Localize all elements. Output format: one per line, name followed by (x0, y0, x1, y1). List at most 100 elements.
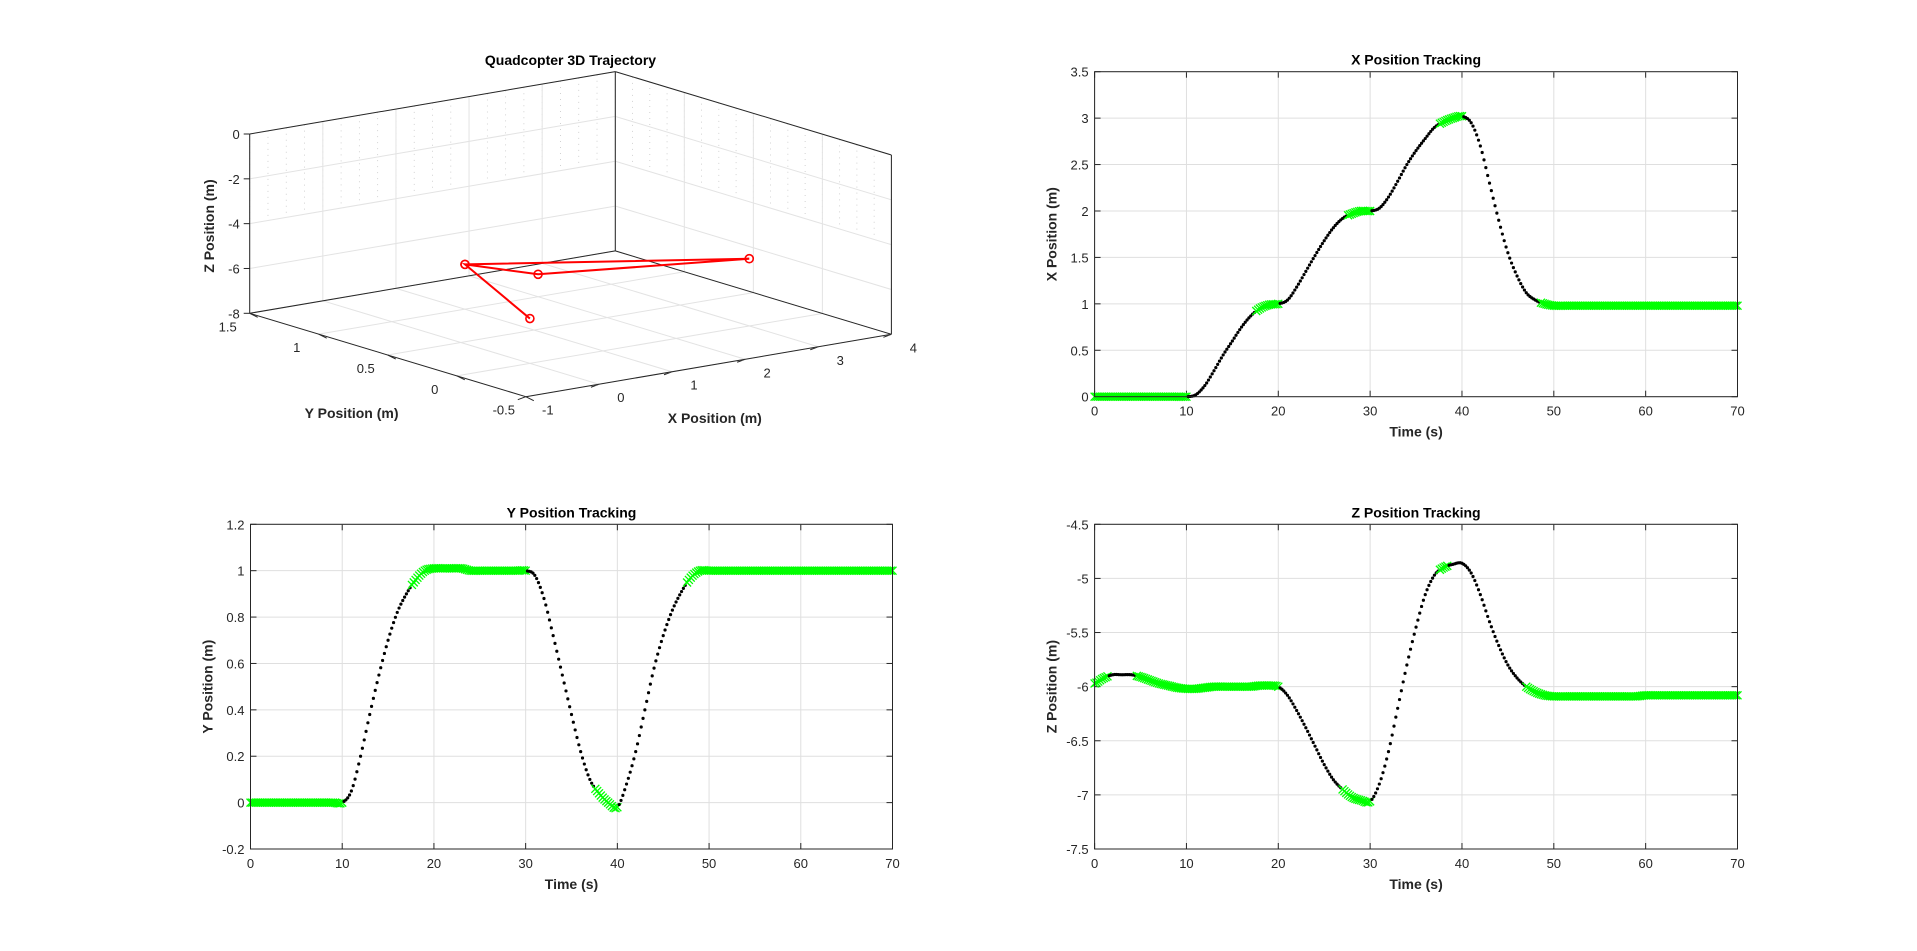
position-point (1390, 733, 1394, 737)
position-point (1502, 239, 1506, 243)
z-tick-label: -2 (228, 172, 240, 187)
marker-stroke (1354, 795, 1364, 805)
position-point (1486, 614, 1490, 619)
marker-stroke (1139, 673, 1149, 683)
position-point (1414, 149, 1418, 153)
position-point (1223, 350, 1227, 354)
position-point (1282, 689, 1286, 693)
position-point (1407, 159, 1411, 164)
axes-box (1094, 71, 1738, 398)
marker-stroke (1536, 298, 1546, 308)
plot-area (1094, 71, 1738, 397)
position-point (1238, 328, 1242, 332)
position-point (1508, 666, 1512, 670)
position-point (1307, 733, 1312, 737)
position-point (1396, 706, 1400, 710)
position-point (1403, 166, 1407, 170)
position-point (663, 628, 667, 632)
position-point (1331, 226, 1335, 230)
marker-stroke (1248, 682, 1258, 691)
x-tick-label: 70 (1730, 856, 1744, 871)
position-point (1298, 715, 1302, 719)
position-point (661, 634, 665, 638)
position-point (1216, 362, 1220, 366)
position-point (1476, 588, 1481, 592)
marker-stroke (1163, 681, 1173, 691)
x-tick-label: -1 (542, 403, 554, 418)
position-point (1471, 574, 1475, 579)
position-point (1469, 571, 1473, 575)
position-point (362, 738, 366, 742)
position-point (659, 639, 663, 644)
position-point (1289, 294, 1293, 298)
z-tick-label: -6 (228, 261, 240, 276)
position-point (1298, 279, 1302, 283)
y-tick-label: 3.5 (1071, 65, 1089, 80)
position-point (1285, 693, 1290, 697)
marker-stroke (609, 803, 619, 813)
position-point (402, 595, 407, 599)
y-tick-label: 1 (293, 340, 300, 355)
position-point (654, 659, 658, 663)
position-point (1500, 652, 1504, 656)
position-point (1467, 568, 1471, 572)
position-point (681, 586, 685, 590)
y-axis-label: X Position (m) (1044, 187, 1060, 281)
near-waypoint-marker (521, 566, 531, 576)
x-tracking-axes: 0 10 20 30 40 50 60 70 0 0.5 1 1.5 2 2.5 3 3.5 X Positio… (1044, 52, 1745, 440)
position-point (1385, 757, 1389, 761)
position-point (646, 691, 651, 695)
position-point (1515, 676, 1519, 680)
position-point (535, 576, 539, 581)
position-point (1333, 780, 1337, 784)
y-tick-label: 0.5 (357, 361, 375, 376)
position-point (1513, 674, 1517, 678)
position-point (379, 666, 383, 670)
position-point (1313, 744, 1317, 748)
y-tick-label: 1 (1081, 297, 1088, 312)
box-edge (615, 71, 892, 156)
marker-stroke (1358, 796, 1368, 806)
position-point (1416, 146, 1420, 150)
y-tick-label: 0.6 (226, 656, 244, 671)
position-point (568, 705, 572, 709)
position-point (1484, 166, 1488, 170)
near-waypoint-marker (1442, 561, 1452, 571)
z-tick-label: -4 (228, 217, 240, 232)
position-point (1324, 766, 1328, 770)
position-point (1482, 158, 1486, 162)
y-tick-label: 0.5 (1071, 343, 1089, 358)
position-point (580, 756, 585, 760)
chart-title: Quadcopter 3D Trajectory (485, 52, 656, 68)
marker-stroke (456, 563, 466, 573)
marker-stroke (1132, 671, 1142, 681)
marker-stroke (1136, 672, 1145, 682)
position-point (1425, 588, 1429, 592)
position-point (617, 802, 621, 807)
position-point (1403, 671, 1407, 675)
y-axis-label: Y Position (m) (200, 640, 216, 734)
position-point (1491, 630, 1495, 634)
position-point (621, 793, 625, 797)
position-point (555, 649, 559, 653)
position-point (1500, 232, 1504, 236)
position-point (1509, 261, 1514, 265)
marker-stroke (1530, 687, 1540, 697)
position-point (560, 673, 564, 677)
position-point (1300, 276, 1304, 280)
position-point (1473, 578, 1477, 583)
position-point (1390, 189, 1394, 193)
position-point (1407, 655, 1411, 659)
y-tick-label: 1.2 (226, 517, 244, 532)
position-point (1423, 593, 1427, 597)
position-point (1410, 154, 1414, 158)
position-point (1519, 281, 1523, 286)
position-point (1478, 144, 1482, 148)
position-point (1309, 737, 1313, 741)
position-point (1475, 133, 1479, 137)
y-axis-line (249, 312, 526, 398)
marker-stroke (1457, 111, 1467, 121)
position-point (584, 768, 588, 772)
position-point (1203, 383, 1207, 388)
